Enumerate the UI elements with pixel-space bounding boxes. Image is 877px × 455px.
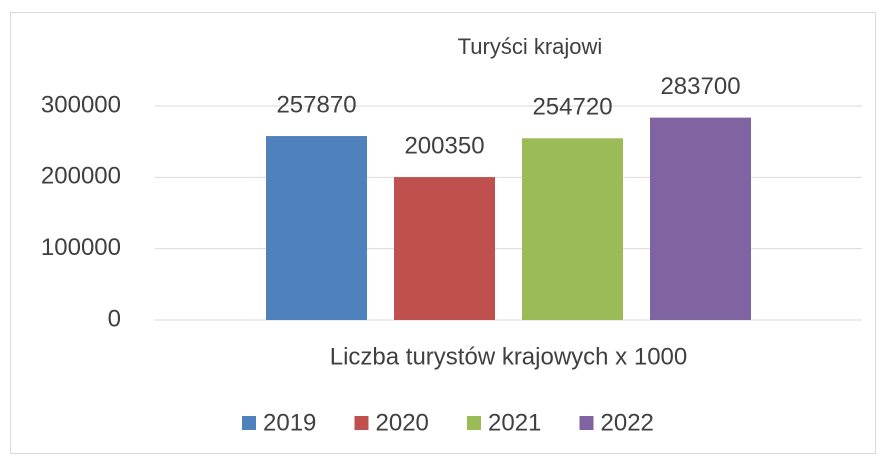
bar (394, 177, 495, 320)
chart-title: Turyści krajowi (458, 34, 603, 59)
legend-label: 2021 (488, 409, 541, 436)
data-label: 254720 (532, 94, 612, 121)
bar (650, 117, 751, 320)
y-tick-label: 100000 (41, 234, 121, 261)
bar (522, 138, 623, 320)
x-axis-category: Liczba turystów krajowych x 1000 (330, 343, 688, 370)
y-tick-label: 200000 (41, 163, 121, 190)
data-label: 200350 (404, 132, 484, 159)
legend-swatch (579, 416, 594, 430)
bar (266, 136, 367, 320)
data-label: 257870 (276, 91, 356, 118)
legend-label: 2022 (601, 409, 654, 436)
y-tick-label: 0 (108, 305, 121, 332)
legend-label: 2019 (263, 409, 316, 436)
y-tick-label: 300000 (41, 91, 121, 118)
data-label: 283700 (660, 73, 740, 100)
legend-label: 2020 (376, 409, 429, 436)
legend-swatch (467, 416, 481, 430)
legend-swatch (242, 416, 256, 430)
legend-swatch (354, 416, 369, 430)
